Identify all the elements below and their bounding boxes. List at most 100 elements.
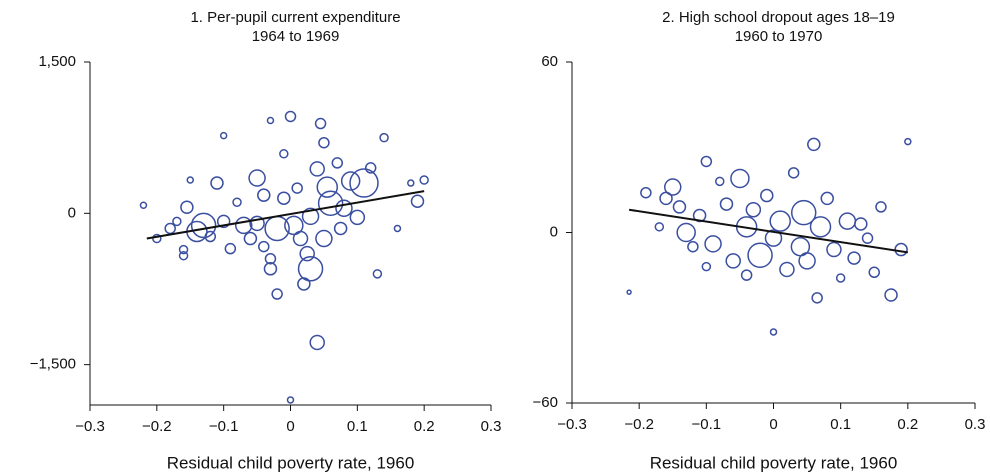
bubble (139, 201, 148, 210)
bubble (314, 117, 327, 130)
bubble (333, 221, 348, 236)
bubble (760, 188, 774, 203)
bubble (172, 216, 182, 227)
bubble (299, 245, 315, 262)
bubble (234, 216, 253, 235)
bubble (292, 230, 309, 247)
bubble (790, 199, 817, 226)
bubble (263, 262, 278, 276)
bubble (730, 168, 750, 189)
bubble (807, 137, 821, 152)
bubble (701, 261, 712, 272)
y-tick-label: −1,500 (30, 356, 76, 373)
bubble (219, 131, 228, 140)
bubble (317, 190, 344, 216)
x-tick-label: −0.3 (75, 418, 105, 435)
chart-subtitle: 1964 to 1969 (252, 28, 340, 45)
bubble (301, 207, 320, 226)
chart-title: 1. Per-pupil current expenditure (190, 9, 400, 26)
bubble (704, 235, 722, 253)
bubble (672, 200, 687, 214)
bubble (779, 261, 795, 278)
bubble (664, 178, 682, 196)
fit-line (146, 190, 425, 240)
bubble (700, 155, 713, 168)
bubble (284, 110, 297, 123)
bubble (393, 224, 402, 233)
bubble (286, 396, 295, 404)
x-tick-label: −0.1 (209, 418, 239, 435)
x-tick-label: −0.2 (142, 418, 172, 435)
bubble (266, 116, 275, 125)
x-tick-label: 0.2 (414, 418, 435, 435)
bubble (809, 216, 832, 238)
bubble (349, 168, 379, 198)
bubble (847, 251, 861, 265)
bubble (654, 222, 665, 232)
bubble (725, 253, 741, 269)
x-tick-label: −0.3 (557, 416, 587, 433)
bubble (868, 266, 880, 279)
bubble (224, 242, 237, 255)
bubble (258, 240, 270, 253)
bubble (210, 176, 224, 190)
bubble (640, 186, 652, 199)
bubble (861, 232, 874, 244)
bubble (379, 132, 389, 143)
y-tick-label: 0 (68, 204, 76, 221)
bubble (180, 200, 194, 215)
bubble (884, 288, 898, 302)
bubble (894, 242, 908, 257)
y-tick-label: −60 (533, 394, 558, 411)
bubble (838, 212, 857, 230)
x-tick-label: 0.2 (897, 416, 918, 433)
bubble (309, 334, 325, 351)
bubble (279, 149, 289, 159)
bubble (309, 161, 325, 177)
bubble (626, 289, 632, 295)
bubble (264, 252, 277, 265)
bubble (419, 175, 429, 185)
x-axis-label: Residual child poverty rate, 1960 (167, 453, 415, 472)
fit-line (628, 208, 908, 254)
bubble (835, 273, 846, 283)
bubble (318, 136, 330, 149)
bubble (331, 157, 344, 169)
y-tick-label: 60 (541, 53, 558, 70)
bubble (745, 202, 762, 218)
bubble (875, 201, 887, 213)
x-tick-label: −0.2 (624, 416, 654, 433)
bubble (904, 137, 912, 146)
bubble (297, 277, 311, 291)
bubble (676, 222, 696, 243)
bubble (747, 242, 773, 268)
bubble (811, 292, 823, 304)
bubble (340, 171, 361, 191)
bubble (820, 191, 834, 206)
bubble (798, 252, 816, 270)
y-tick-label: 0 (550, 223, 558, 240)
bubble (232, 197, 242, 207)
bubble (178, 250, 189, 261)
chart-subtitle: 1960 to 1970 (735, 28, 823, 45)
bubble (204, 230, 217, 243)
bubble (277, 191, 291, 205)
x-tick-label: 0.1 (347, 418, 368, 435)
x-tick-label: 0.3 (481, 418, 502, 435)
bubble (249, 215, 265, 232)
bubble (248, 169, 266, 187)
bubble (687, 240, 699, 253)
x-tick-label: 0 (286, 418, 294, 435)
bubble (787, 167, 800, 179)
bubble (316, 176, 339, 198)
bubble (257, 188, 271, 202)
bubble (764, 229, 783, 247)
bubble (372, 269, 383, 279)
x-tick-label: −0.1 (692, 416, 722, 433)
bubble (152, 233, 162, 244)
bubble (284, 215, 304, 236)
y-tick-label: 1,500 (38, 53, 76, 70)
chart-title: 2. High school dropout ages 18–19 (662, 9, 895, 26)
bubble (740, 269, 753, 281)
